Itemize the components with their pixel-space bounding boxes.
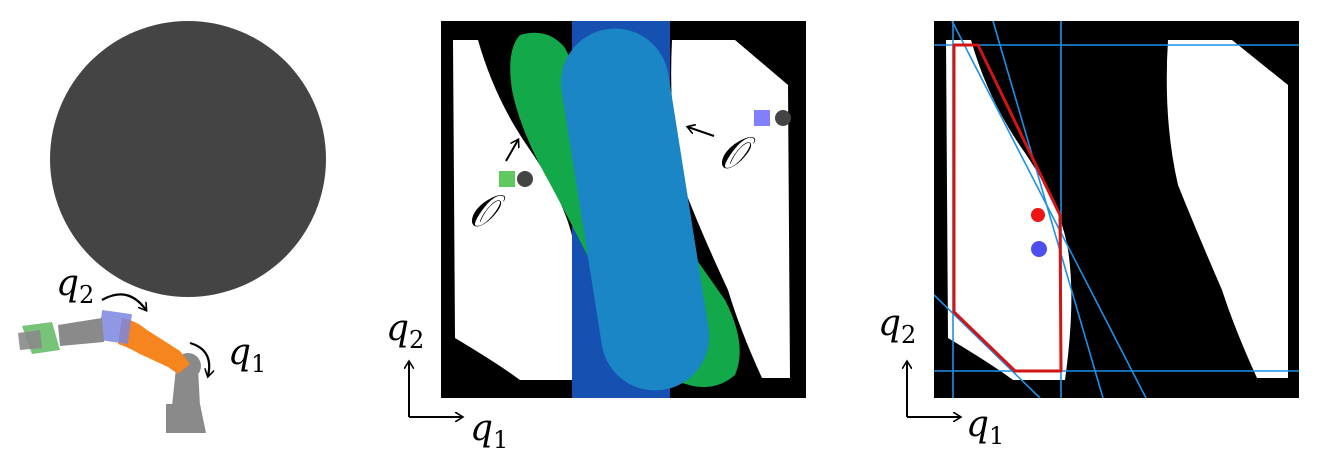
free-region-left-2 — [946, 40, 1072, 380]
obstacle-arrow-left — [505, 140, 518, 162]
q2-rotation-arrow — [101, 293, 146, 310]
axis-label-q2-mid: q2 — [386, 308, 424, 354]
robot-link-2 — [58, 318, 104, 346]
robot-link-orange — [118, 318, 190, 374]
axis-label-q1-mid: q1 — [470, 408, 508, 454]
marker-dot-dark-left — [517, 171, 533, 187]
marker-square-green — [499, 171, 515, 187]
robot-base — [166, 404, 206, 433]
blue-region — [560, 28, 710, 391]
hyperplane-diagonal-1 — [992, 21, 1104, 398]
obstacle-arrow-right — [688, 127, 715, 137]
robot-joint-2 — [98, 310, 132, 344]
polytope-region — [952, 43, 1063, 373]
hyperplane-diagonal-3 — [934, 294, 1041, 398]
config-space-panel: 𝒪 𝒪 q2 q1 — [386, 21, 806, 454]
free-region-right-2 — [1166, 40, 1288, 378]
robot-panel: q2 q1 — [18, 21, 326, 433]
q1-joint-label: q1 — [228, 332, 266, 378]
robot-gripper — [18, 330, 42, 350]
marker-square-blue — [754, 110, 770, 126]
q2-joint-label: q2 — [56, 263, 94, 309]
obstacle-disk — [50, 21, 326, 297]
free-region-left — [453, 40, 579, 380]
point-red — [1031, 208, 1045, 222]
q1-rotation-arrow — [189, 341, 209, 376]
axis-label-q2-right: q2 — [878, 303, 916, 349]
point-blue — [1031, 241, 1047, 257]
marker-dot-dark-right — [775, 110, 791, 126]
axis-label-q1-right: q1 — [966, 404, 1004, 450]
polytope-panel: q2 q1 — [878, 21, 1299, 450]
hyperplane-diagonal-2 — [951, 21, 1147, 398]
